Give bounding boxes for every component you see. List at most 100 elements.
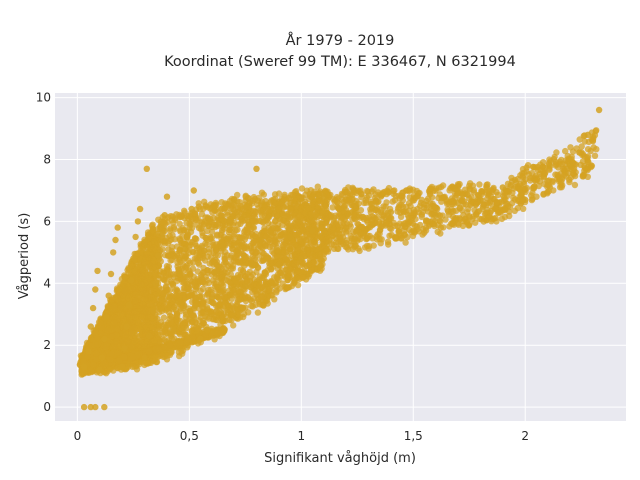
scatter-point (150, 244, 158, 251)
scatter-point (281, 234, 289, 241)
scatter-point (493, 189, 500, 196)
scatter-point (208, 228, 216, 236)
scatter-point (201, 198, 208, 205)
scatter-point (381, 188, 388, 196)
scatter-point (229, 287, 237, 294)
scatter-point (476, 181, 483, 188)
scatter-point (245, 309, 252, 316)
scatter-point (519, 174, 527, 181)
scatter-point (236, 234, 244, 241)
scatter-point (250, 193, 258, 201)
scatter-point (214, 231, 221, 238)
scatter-point (283, 211, 291, 218)
scatter-point (367, 208, 374, 216)
scatter-point (503, 188, 511, 195)
scatter-point (546, 156, 553, 163)
scatter-point (167, 257, 174, 264)
scatter-point (492, 214, 499, 222)
scatter-point (559, 160, 566, 168)
scatter-point (156, 267, 163, 274)
scatter-point (212, 283, 219, 290)
scatter-point (590, 135, 597, 142)
scatter-point (253, 249, 260, 256)
scatter-point (132, 297, 139, 305)
scatter-point (219, 313, 226, 320)
scatter-point (456, 180, 463, 188)
scatter-point (309, 254, 316, 261)
scatter-point (533, 193, 540, 200)
scatter-point (200, 264, 207, 272)
scatter-point (384, 238, 392, 245)
scatter-point (279, 241, 287, 248)
scatter-point (298, 222, 306, 230)
scatter-point (201, 247, 208, 254)
scatter-point (160, 314, 168, 321)
scatter-point (344, 197, 351, 204)
scatter-point (434, 228, 441, 235)
scatter-point (182, 309, 190, 316)
scatter-point (402, 219, 409, 227)
scatter-point (372, 197, 379, 204)
scatter-point (311, 188, 318, 195)
scatter-point (120, 279, 128, 287)
scatter-point (339, 214, 346, 221)
scatter-point (269, 243, 276, 250)
scatter-point (418, 213, 425, 220)
scatter-point (349, 246, 357, 253)
scatter-point (187, 270, 194, 278)
scatter-point (225, 278, 232, 285)
scatter-point (236, 273, 244, 281)
scatter-point (576, 149, 583, 156)
scatter-point (544, 183, 551, 190)
scatter-point (484, 214, 491, 222)
scatter-point (244, 270, 251, 278)
scatter-point (421, 229, 428, 236)
scatter-point (372, 191, 379, 198)
scatter-point (363, 235, 371, 242)
scatter-point (162, 237, 169, 244)
scatter-points (76, 106, 603, 411)
scatter-point (219, 224, 226, 231)
scatter-point (297, 205, 305, 212)
scatter-point (250, 224, 258, 231)
scatter-point (494, 199, 501, 206)
scatter-point (169, 244, 176, 251)
scatter-point (169, 219, 177, 227)
scatter-point (520, 205, 527, 212)
scatter-point (204, 204, 212, 211)
scatter-point (418, 196, 425, 203)
scatter-point (168, 293, 176, 300)
scatter-point (351, 235, 358, 243)
scatter-point (273, 289, 280, 296)
scatter-point (453, 191, 460, 198)
scatter-point (230, 322, 237, 329)
scatter-point (166, 286, 174, 293)
scatter-point (356, 247, 363, 255)
scatter-point (136, 337, 144, 345)
scatter-point (552, 162, 559, 169)
scatter-point (268, 291, 275, 299)
scatter-point (276, 269, 283, 276)
scatter-point (350, 189, 357, 196)
scatter-point (262, 243, 269, 250)
scatter-point (279, 280, 286, 287)
scatter-point (398, 235, 405, 242)
scatter-point (264, 238, 272, 245)
scatter-point (579, 171, 587, 179)
scatter-point (196, 317, 203, 324)
scatter-point (361, 244, 369, 251)
scatter-point (315, 192, 322, 199)
scatter-point (273, 239, 280, 246)
scatter-point (225, 233, 233, 241)
scatter-point (340, 222, 347, 230)
scatter-point (169, 281, 177, 289)
scatter-point (335, 205, 342, 212)
scatter-point (256, 281, 263, 288)
scatter-point (267, 259, 274, 267)
scatter-point (409, 232, 417, 240)
scatter-point (330, 220, 337, 228)
scatter-point (294, 267, 301, 275)
scatter-point (243, 277, 251, 284)
scatter-point (360, 230, 367, 237)
scatter-point (131, 302, 138, 310)
